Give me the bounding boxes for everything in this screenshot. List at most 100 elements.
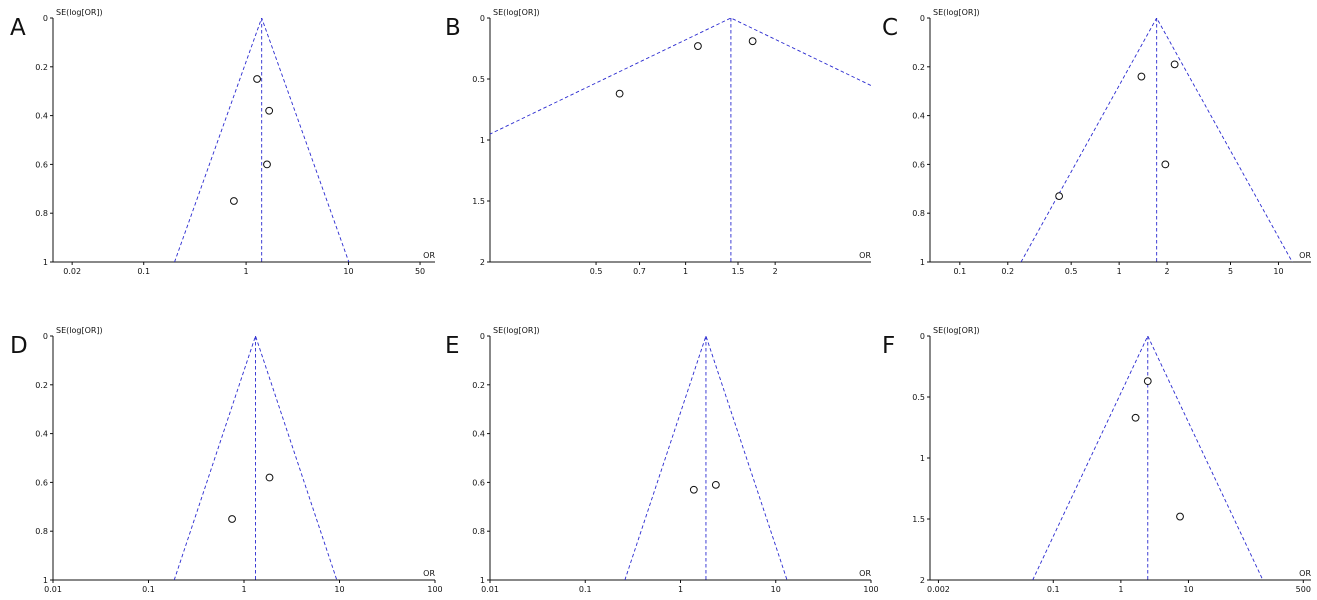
x-tick-label: 0.2	[1001, 267, 1014, 276]
study-point	[748, 37, 757, 46]
y-tick-label: 1	[920, 258, 925, 267]
panel-a: A SE(log[OR]) OR 0 0.2 0.4 0.6 0.8 1 0.02 0.1 1 10 50	[10, 8, 435, 276]
y-tick-label: 0.8	[472, 527, 485, 536]
x-tick-label: 10	[1273, 267, 1283, 276]
funnel-ci-lines	[174, 18, 350, 262]
funnel-group	[624, 336, 788, 580]
x-axis-label: OR	[423, 251, 435, 260]
y-axis-label: SE(log[OR])	[56, 326, 103, 335]
study-point	[263, 160, 271, 169]
study-point	[615, 89, 624, 98]
y-tick-label: 0.5	[472, 75, 485, 84]
y-tick-label: 0.8	[912, 209, 925, 218]
y-tick-label: 1.5	[912, 515, 925, 524]
y-tick-label: 0.2	[35, 63, 48, 72]
x-tick-label: 2	[1165, 267, 1170, 276]
x-tick-label: 10	[771, 585, 781, 594]
x-tick-label: 0.7	[633, 267, 646, 276]
x-tick-label: 0.1	[1047, 585, 1060, 594]
study-point	[253, 75, 261, 83]
panel-f: F SE(log[OR]) OR 0 0.5 1 1.5 20.002 0.1 1 10 500	[882, 326, 1311, 594]
y-tick-label: 0	[43, 332, 48, 341]
y-tick-label: 1.5	[472, 197, 485, 206]
x-tick-label: 10	[334, 585, 344, 594]
x-tick-label: 1	[678, 585, 683, 594]
x-tick-label: 1	[244, 267, 249, 276]
panel-letter: C	[882, 15, 898, 41]
study-point	[1170, 60, 1179, 69]
y-tick-label: 0.8	[35, 209, 48, 218]
study-point	[689, 485, 698, 494]
funnel-ci-lines	[1020, 18, 1293, 262]
y-tick-label: 0.2	[912, 63, 925, 72]
y-tick-label: 0	[920, 332, 925, 341]
panel-letter: D	[10, 333, 28, 359]
x-tick-label: 1	[683, 267, 688, 276]
y-tick-label: 1	[480, 576, 485, 585]
funnel-ci-lines	[173, 336, 338, 580]
x-axis-label: OR	[1299, 251, 1311, 260]
x-tick-label: 50	[415, 267, 425, 276]
y-tick-label: 0.5	[912, 393, 925, 402]
x-tick-label: 0.01	[481, 585, 499, 594]
funnel-ci-lines	[624, 336, 788, 580]
panel-letter: F	[882, 333, 895, 359]
y-tick-label: 0.6	[35, 160, 48, 169]
y-tick-label: 0.4	[35, 112, 48, 121]
y-tick-label: 2	[480, 258, 485, 267]
study-point	[265, 473, 274, 482]
y-axis-label: SE(log[OR])	[493, 326, 540, 335]
x-tick-label: 0.5	[590, 267, 603, 276]
y-tick-label: 0.4	[472, 430, 485, 439]
x-tick-label: 1	[1117, 267, 1122, 276]
study-point	[1137, 72, 1146, 81]
x-axis-label: OR	[423, 569, 435, 578]
y-tick-label: 0.6	[35, 478, 48, 487]
study-point	[1176, 512, 1184, 521]
y-tick-label: 0.2	[35, 381, 48, 390]
panel-letter: A	[10, 15, 26, 41]
y-tick-label: 0.8	[35, 527, 48, 536]
y-axis-label: SE(log[OR])	[933, 326, 980, 335]
y-tick-label: 0.6	[912, 160, 925, 169]
y-tick-label: 0	[43, 14, 48, 23]
x-tick-label: 0.5	[1065, 267, 1078, 276]
y-tick-label: 2	[920, 576, 925, 585]
x-tick-label: 500	[1296, 585, 1311, 594]
study-point	[694, 42, 702, 50]
y-tick-label: 1	[43, 258, 48, 267]
panel-b: B SE(log[OR]) OR 0 0.5 1 1.5 2 0.5 0.7 1 1.5 2	[445, 8, 871, 276]
study-point	[229, 197, 238, 205]
panel-letter: E	[445, 333, 460, 359]
y-tick-label: 0	[480, 14, 485, 23]
x-tick-label: 0.1	[142, 585, 155, 594]
funnel-group	[490, 18, 871, 262]
y-tick-label: 0.4	[35, 430, 48, 439]
x-tick-label: 0.02	[63, 267, 81, 276]
y-tick-label: 0.4	[912, 112, 925, 121]
study-point	[228, 515, 236, 523]
funnel-group	[173, 336, 338, 580]
y-axis-label: SE(log[OR])	[493, 8, 540, 17]
x-tick-label: 0.1	[953, 267, 966, 276]
x-axis-label: OR	[859, 251, 871, 260]
x-tick-label: 10	[1183, 585, 1193, 594]
y-tick-label: 0.6	[472, 478, 485, 487]
x-tick-label: 0.002	[927, 585, 950, 594]
funnel-group	[1020, 18, 1293, 262]
y-tick-label: 1	[480, 136, 485, 145]
x-tick-label: 0.01	[44, 585, 62, 594]
y-axis-label: SE(log[OR])	[933, 8, 980, 17]
panel-c: C SE(log[OR]) OR 0 0.2 0.4 0.6 0.8 1 0.1 0.2 0.5 1 2 5…	[882, 8, 1311, 276]
x-tick-label: 1	[241, 585, 246, 594]
x-tick-label: 0.1	[579, 585, 592, 594]
y-tick-label: 1	[920, 454, 925, 463]
panel-letter: B	[445, 15, 461, 41]
x-axis-label: OR	[1299, 569, 1311, 578]
x-tick-label: 10	[343, 267, 353, 276]
x-tick-label: 5	[1228, 267, 1233, 276]
funnel-group	[174, 18, 350, 262]
